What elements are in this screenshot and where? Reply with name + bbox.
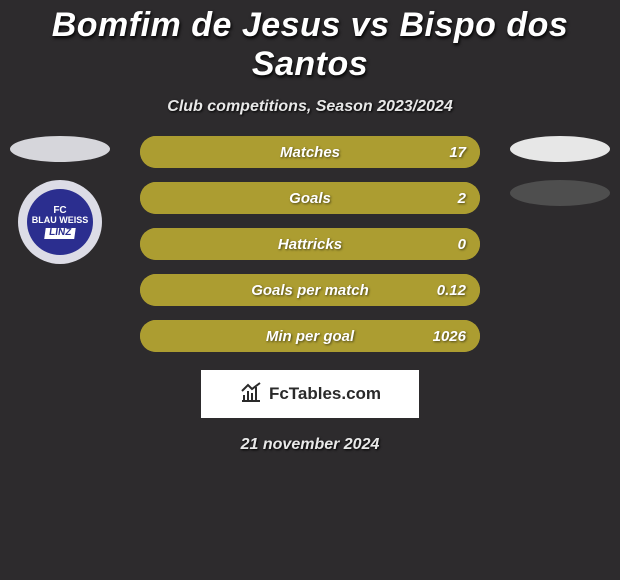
stat-bar: Matches 17 [140, 136, 480, 168]
stat-label: Min per goal [266, 328, 354, 345]
stat-bar: Hattricks 0 [140, 228, 480, 260]
left-player-column: FC BLAU WEISS LINZ [0, 136, 120, 264]
stat-label: Matches [280, 144, 340, 161]
stat-value: 2 [458, 190, 466, 207]
brand-box: FcTables.com [201, 370, 419, 418]
badge-line-2: LINZ [44, 228, 76, 239]
badge-line-1: BLAU WEISS [32, 216, 89, 225]
comparison-layout: FC BLAU WEISS LINZ Matches 17 Goals 2 Hattri… [0, 136, 620, 352]
stat-value: 0 [458, 236, 466, 253]
brand-text: FcTables.com [269, 384, 381, 404]
right-player-column [500, 136, 620, 206]
stat-label: Goals [289, 190, 331, 207]
left-player-placeholder [10, 136, 110, 162]
stat-value: 1026 [433, 328, 466, 345]
left-club-badge: FC BLAU WEISS LINZ [18, 180, 102, 264]
left-club-badge-inner: FC BLAU WEISS LINZ [27, 189, 93, 255]
right-player-placeholder-1 [510, 136, 610, 162]
subtitle: Club competitions, Season 2023/2024 [0, 98, 620, 116]
stat-value: 0.12 [437, 282, 466, 299]
right-player-placeholder-2 [510, 180, 610, 206]
stat-label: Goals per match [251, 282, 369, 299]
stat-bar: Min per goal 1026 [140, 320, 480, 352]
stat-bars: Matches 17 Goals 2 Hattricks 0 Goals per match… [140, 136, 480, 352]
date-text: 21 november 2024 [0, 436, 620, 454]
stat-value: 17 [449, 144, 466, 161]
stat-label: Hattricks [278, 236, 342, 253]
page-title: Bomfim de Jesus vs Bispo dos Santos [0, 0, 620, 84]
chart-icon [239, 380, 263, 409]
stat-bar: Goals 2 [140, 182, 480, 214]
stat-bar: Goals per match 0.12 [140, 274, 480, 306]
